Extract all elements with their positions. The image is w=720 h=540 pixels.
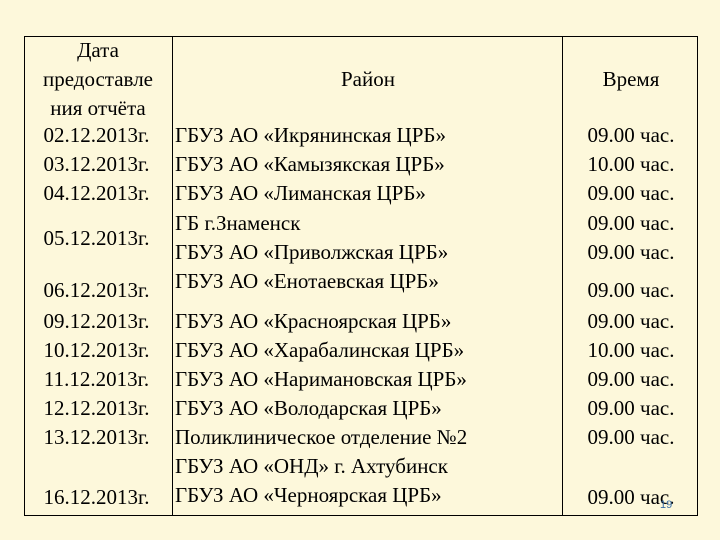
row-district: ГБУЗ АО «Лиманская ЦРБ» (175, 181, 426, 205)
column-divider-time (562, 36, 563, 516)
row-district: ГБУЗ АО «Володарская ЦРБ» (175, 396, 442, 420)
row-time: 09.00 час. (587, 367, 675, 391)
row-date: 04.12.2013г. (43, 181, 150, 205)
row-district: ГБУЗ АО «Харабалинская ЦРБ» (175, 338, 465, 362)
header-time: Время (602, 67, 660, 91)
row-time: 09.00 час. (587, 425, 675, 449)
header-date: Дата предоставле ния отчёта (24, 36, 172, 123)
row-date: 11.12.2013г. (43, 367, 150, 391)
row-district: Поликлиническое отделение №2 (175, 425, 468, 449)
header-district: Район (341, 67, 395, 91)
row-date: 03.12.2013г. (43, 152, 150, 176)
row-time: 10.00 час. (587, 152, 675, 176)
row-date: 12.12.2013г. (43, 396, 150, 420)
row-date: 06.12.2013г. (43, 278, 150, 302)
row-district: ГБУЗ АО «Красноярская ЦРБ» (175, 309, 452, 333)
slide-number: 19 (660, 499, 673, 511)
header-date-line: ния отчёта (50, 96, 146, 120)
row-district: ГБ г.Знаменск (175, 211, 301, 235)
row-district: ГБУЗ АО «Камызякская ЦРБ» (175, 152, 445, 176)
row-time: 09.00 час. (587, 396, 675, 420)
table-border-top (24, 36, 698, 37)
row-time: 09.00 час. (587, 123, 675, 147)
row-time: 09.00 час. (587, 278, 675, 302)
row-time: 10.00 час. (587, 338, 675, 362)
row-district: ГБУЗ АО «Икрянинская ЦРБ» (175, 123, 446, 147)
row-date: 16.12.2013г. (43, 485, 150, 509)
header-date-line: Дата (77, 38, 119, 62)
row-time: 09.00 час. (587, 485, 675, 509)
row-time: 09.00 час. (587, 309, 675, 333)
row-district: ГБУЗ АО «Черноярская ЦРБ» (175, 483, 442, 507)
table-border-right (697, 36, 698, 516)
table-border-bottom (24, 515, 698, 516)
row-date: 02.12.2013г. (43, 123, 150, 147)
table-border-left (24, 36, 25, 516)
header-date-line: предоставле (42, 67, 153, 91)
schedule-table: Дата предоставле ния отчёта Район Время … (24, 36, 698, 516)
row-district: ГБУЗ АО «Енотаевская ЦРБ» (175, 269, 439, 293)
row-date: 13.12.2013г. (43, 425, 150, 449)
row-date: 09.12.2013г. (43, 309, 150, 333)
column-divider-date (172, 36, 173, 516)
row-date: 05.12.2013г. (43, 226, 150, 250)
row-time: 09.00 час. (587, 240, 675, 264)
row-time: 09.00 час. (587, 211, 675, 235)
row-district: ГБУЗ АО «Приволжская ЦРБ» (175, 240, 449, 264)
row-district: ГБУЗ АО «ОНД» г. Ахтубинск (175, 454, 448, 478)
row-district: ГБУЗ АО «Наримановская ЦРБ» (175, 367, 467, 391)
row-date: 10.12.2013г. (43, 338, 150, 362)
row-time: 09.00 час. (587, 181, 675, 205)
